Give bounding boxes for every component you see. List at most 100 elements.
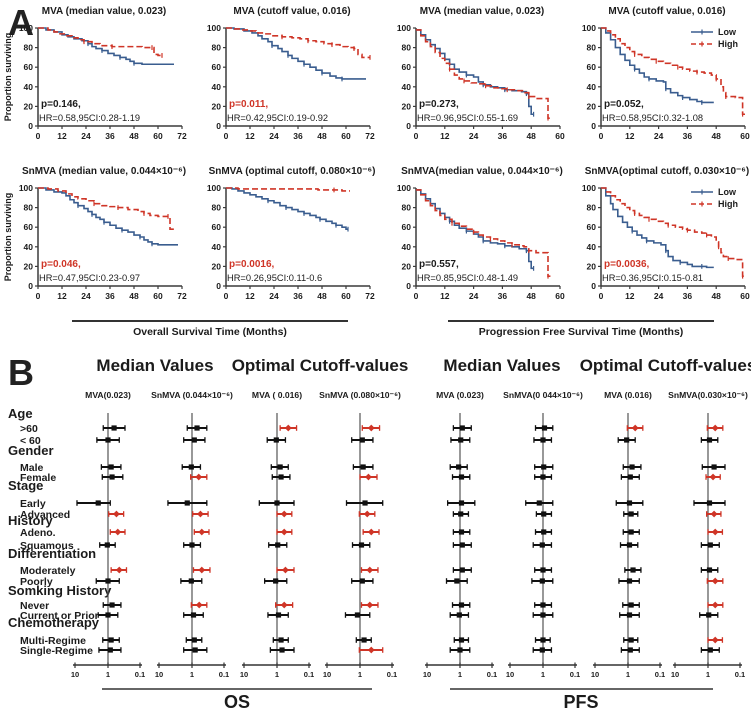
- svg-text:10: 10: [240, 670, 248, 679]
- pfs-time-axis-label: Progression Free Survival Time (Months): [448, 320, 714, 338]
- curve-high: [416, 189, 551, 277]
- hr-marker: [456, 612, 462, 618]
- category-label: Chemotherapy: [8, 615, 100, 630]
- svg-text:72: 72: [177, 131, 187, 141]
- svg-text:36: 36: [105, 131, 115, 141]
- column-header: MVA(0.023): [85, 390, 131, 400]
- hr-marker: [282, 566, 289, 574]
- hr-marker: [114, 528, 122, 536]
- curve-high: [601, 187, 745, 277]
- hr-value: HR=0.36,95CI:0.15-0.81: [602, 273, 703, 283]
- hr-marker: [190, 612, 197, 618]
- hr-marker: [194, 425, 200, 431]
- km-plot-title: SnMVA (median value, 0.044×10⁻⁶): [21, 166, 187, 177]
- svg-text:48: 48: [317, 291, 327, 301]
- svg-text:100: 100: [582, 23, 596, 33]
- svg-text:24: 24: [81, 131, 91, 141]
- svg-text:12: 12: [625, 291, 635, 301]
- km-plot-title: MVA (cutoff value, 0.016): [233, 6, 351, 17]
- hr-marker: [707, 647, 713, 653]
- svg-text:48: 48: [129, 131, 139, 141]
- km-plot-title: MVA (cutoff value, 0.016): [608, 6, 726, 17]
- curve-low: [416, 29, 534, 116]
- svg-text:60: 60: [341, 131, 351, 141]
- hr-marker: [540, 567, 546, 573]
- km-plot-title: SnMVA (optimal cutoff, 0.080×10⁻⁶): [208, 166, 376, 177]
- hr-marker: [540, 637, 546, 643]
- svg-text:20: 20: [212, 261, 222, 271]
- hr-marker: [711, 577, 719, 585]
- svg-text:20: 20: [402, 101, 412, 111]
- subcategory-label: Current or Prior: [20, 610, 99, 622]
- svg-text:0: 0: [224, 131, 229, 141]
- column-header: MVA (0.023): [436, 390, 484, 400]
- svg-text:1: 1: [275, 670, 279, 679]
- hr-marker: [626, 612, 633, 618]
- svg-text:0.1: 0.1: [655, 670, 665, 679]
- svg-text:48: 48: [711, 131, 721, 141]
- svg-text:60: 60: [24, 222, 34, 232]
- hr-marker: [367, 646, 375, 654]
- os-group-label: OS: [224, 692, 250, 712]
- svg-text:0.1: 0.1: [304, 670, 314, 679]
- hr-value: HR=0.42,95CI:0.19-0.92: [227, 113, 328, 123]
- km-plot-pfs-snmva-cutoff: SnMVA(optimal cutoff, 0.030×10⁻⁶) 100 80 6…: [565, 166, 751, 322]
- svg-text:0.1: 0.1: [735, 670, 745, 679]
- hr-marker: [628, 529, 634, 535]
- p-value: p=0.0016,: [229, 259, 275, 270]
- hr-marker: [109, 474, 115, 480]
- km-plot-os-mva-median: MVA (median value, 0.023) 100 80 60 40 20 0 0 1…: [2, 6, 188, 162]
- svg-text:72: 72: [177, 291, 187, 301]
- hr-marker: [631, 424, 639, 432]
- svg-text:20: 20: [402, 261, 412, 271]
- hr-marker: [273, 437, 279, 443]
- hr-marker: [458, 637, 465, 643]
- hr-marker: [115, 566, 123, 574]
- svg-text:20: 20: [24, 101, 34, 111]
- km-plot-os-snmva-cutoff: SnMVA (optimal cutoff, 0.080×10⁻⁶) 100 80…: [190, 166, 376, 322]
- svg-text:12: 12: [440, 291, 450, 301]
- km-plot-canvas: 100 80 60 40 20 00 12 24 36 48 60 72 p=0.011, HR=0.42…: [207, 23, 375, 141]
- svg-text:80: 80: [24, 43, 34, 53]
- hr-marker: [189, 542, 195, 548]
- hr-marker: [280, 528, 288, 536]
- hr-value: HR=0.58,95CI:0.28-1.19: [39, 113, 140, 123]
- subcategory-label: Advanced: [20, 509, 70, 521]
- hr-marker: [109, 602, 115, 608]
- hr-marker: [541, 529, 547, 535]
- y-axis-label: Proportion surviving: [3, 33, 13, 122]
- column-header: SnMVA (0.080×10⁻⁶): [319, 390, 401, 400]
- svg-text:40: 40: [402, 82, 412, 92]
- hr-marker: [458, 474, 465, 480]
- hr-marker: [454, 578, 460, 584]
- svg-text:60: 60: [24, 62, 34, 72]
- subcategory-label: Male: [20, 462, 44, 474]
- subcategory-label: Adeno.: [20, 527, 56, 539]
- hr-marker: [541, 425, 548, 431]
- svg-text:100: 100: [397, 183, 411, 193]
- subcategory-label: Squamous: [20, 540, 74, 552]
- svg-text:36: 36: [498, 131, 508, 141]
- hr-marker: [457, 647, 463, 653]
- svg-text:60: 60: [587, 222, 597, 232]
- svg-text:48: 48: [129, 291, 139, 301]
- group-header: Median Values: [96, 356, 213, 375]
- hr-marker: [358, 542, 365, 548]
- svg-text:0.1: 0.1: [135, 670, 145, 679]
- hr-marker: [191, 437, 197, 443]
- hr-marker: [274, 500, 280, 506]
- hr-marker: [540, 474, 546, 480]
- hr-marker: [707, 542, 713, 548]
- svg-text:0: 0: [414, 131, 419, 141]
- hr-marker: [706, 567, 713, 573]
- svg-text:80: 80: [24, 203, 34, 213]
- svg-text:60: 60: [587, 62, 597, 72]
- hr-value: HR=0.58,95CI:0.32-1.08: [602, 113, 703, 123]
- hr-marker: [540, 612, 546, 618]
- svg-text:1: 1: [190, 670, 194, 679]
- p-value: p=0.273,: [419, 99, 459, 110]
- curve-high: [38, 27, 162, 57]
- hr-marker: [630, 567, 636, 573]
- hr-marker: [273, 578, 279, 584]
- hr-marker: [459, 425, 465, 431]
